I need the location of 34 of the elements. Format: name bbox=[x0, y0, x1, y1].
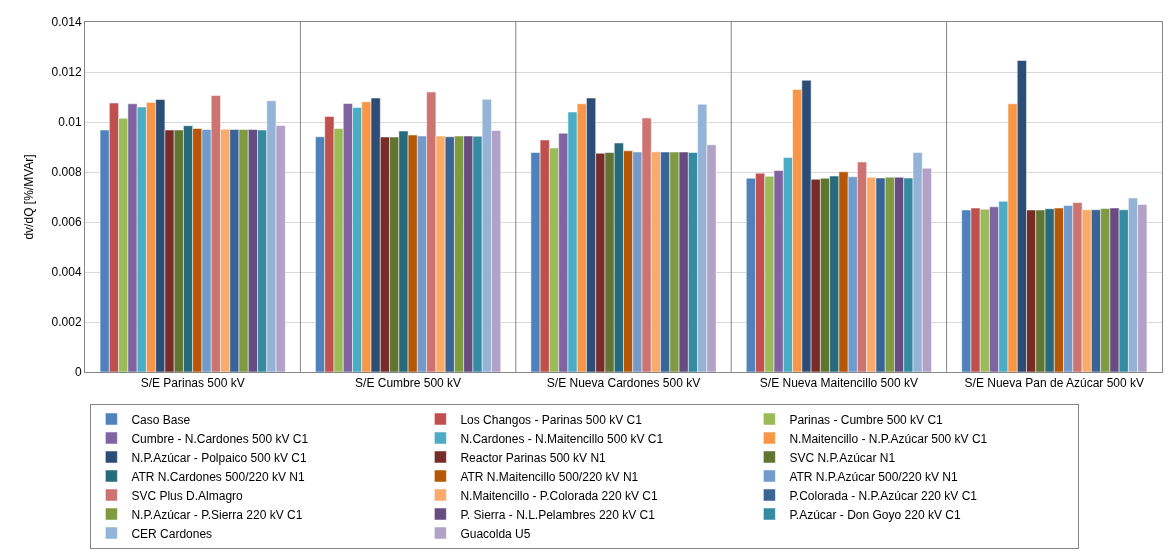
y-tick-label: 0.008 bbox=[51, 165, 82, 180]
x-tick-label: S/E Nueva Cardones 500 kV bbox=[546, 376, 701, 391]
legend-label: N.Cardones - N.Maitencillo 500 kV C1 bbox=[460, 431, 664, 446]
y-tick-label: 0.012 bbox=[51, 65, 82, 80]
legend-label: SVC N.P.Azúcar N1 bbox=[789, 450, 896, 465]
y-tick-label: 0.014 bbox=[51, 15, 82, 30]
x-tick-label: S/E Cumbre 500 kV bbox=[355, 376, 462, 391]
legend-label: N.P.Azúcar - Polpaico 500 kV C1 bbox=[131, 450, 307, 465]
y-tick-label: 0.002 bbox=[51, 315, 82, 330]
x-tick-label: S/E Parinas 500 kV bbox=[140, 376, 245, 391]
legend-label: Guacolda U5 bbox=[460, 526, 531, 541]
legend-label: P.Colorada - N.P.Azúcar 220 kV C1 bbox=[789, 488, 978, 503]
y-tick-label: 0.004 bbox=[51, 265, 82, 280]
legend-label: N.Maitencillo - P.Colorada 220 kV C1 bbox=[460, 488, 658, 503]
x-tick-label: S/E Nueva Pan de Azúcar 500 kV bbox=[964, 376, 1145, 391]
legend-label: SVC Plus D.Almagro bbox=[131, 488, 244, 503]
legend-label: P.Azúcar - Don Goyo 220 kV C1 bbox=[789, 507, 961, 522]
legend-label: Caso Base bbox=[131, 412, 191, 427]
legend-label: P. Sierra - N.L.Pelambres 220 kV C1 bbox=[460, 507, 656, 522]
legend-label: Los Changos - Parinas 500 kV C1 bbox=[460, 412, 643, 427]
y-tick-label: 0 bbox=[74, 365, 82, 380]
y-axis-title: dv/dQ [%/MVAr] bbox=[21, 154, 36, 240]
legend-label: ATR N.P.Azúcar 500/220 kV N1 bbox=[789, 469, 959, 484]
legend-label: Parinas - Cumbre 500 kV C1 bbox=[789, 412, 944, 427]
y-tick-label: 0.006 bbox=[51, 215, 82, 230]
legend-label: N.Maitencillo - N.P.Azúcar 500 kV C1 bbox=[789, 431, 988, 446]
x-tick-label: S/E Nueva Maitencillo 500 kV bbox=[759, 376, 918, 391]
legend-label: ATR N.Maitencillo 500/220 kV N1 bbox=[460, 469, 639, 484]
legend-label: ATR N.Cardones 500/220 kV N1 bbox=[131, 469, 305, 484]
legend-label: CER Cardones bbox=[131, 526, 213, 541]
legend-label: N.P.Azúcar - P.Sierra 220 kV C1 bbox=[131, 507, 303, 522]
y-tick-label: 0.01 bbox=[58, 115, 82, 130]
legend-label: Cumbre - N.Cardones 500 kV C1 bbox=[131, 431, 309, 446]
legend-label: Reactor Parinas 500 kV N1 bbox=[460, 450, 607, 465]
